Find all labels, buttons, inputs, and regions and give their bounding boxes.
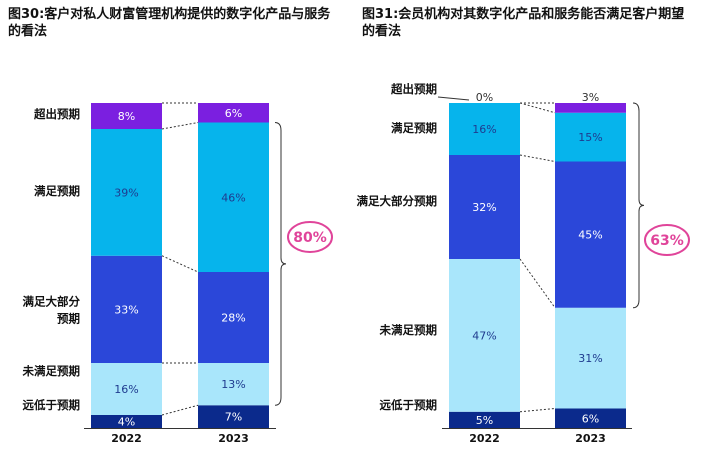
- connector-line: [519, 154, 556, 162]
- bar-segment-2023-1: [198, 363, 269, 406]
- row-label: 满足预期: [391, 121, 437, 135]
- bar-segment-2022-2: [449, 155, 520, 259]
- row-label: 超出预期: [33, 107, 80, 121]
- row-label: 预期: [57, 311, 80, 325]
- segment-label: 45%: [578, 229, 602, 242]
- bar-segment-2023-2: [198, 272, 269, 363]
- bar-segment-2023-0: [198, 405, 269, 428]
- row-label: 远低于预期: [380, 398, 438, 412]
- connector-line: [161, 404, 199, 416]
- bar-segment-2023-0: [555, 408, 626, 428]
- segment-label: 4%: [118, 416, 135, 429]
- segment-label: 8%: [118, 110, 135, 123]
- bar-segment-2022-0: [91, 415, 162, 428]
- segment-label: 7%: [225, 411, 242, 424]
- chart-title-fig31: 图31:会员机构对其数字化产品和服务能否满足客户期望的看法: [362, 7, 685, 39]
- segment-label: 31%: [578, 352, 602, 365]
- callout-value: 63%: [650, 233, 684, 249]
- bar-segment-2023-4: [555, 103, 626, 113]
- row-label: 未满足预期: [379, 323, 438, 337]
- leader-line: [437, 96, 470, 101]
- x-tick-label-2022: 2022: [111, 432, 142, 445]
- x-tick-label-2022: 2022: [469, 432, 500, 445]
- segment-label: 5%: [476, 414, 493, 427]
- brace-bracket: [632, 102, 645, 309]
- bar-segment-2023-3: [555, 112, 626, 162]
- segment-label: 33%: [114, 303, 138, 316]
- segment-label: 32%: [472, 201, 496, 214]
- bar-segment-2023-4: [198, 103, 269, 123]
- bar-segment-2022-2: [91, 255, 162, 363]
- callout-badge: [287, 221, 333, 253]
- bar-segment-2022-0: [449, 411, 520, 428]
- connector-line: [519, 408, 556, 413]
- segment-label: 16%: [472, 123, 496, 136]
- connector-line: [161, 255, 199, 273]
- segment-label: 28%: [221, 312, 245, 325]
- row-label: 满足预期: [34, 184, 80, 198]
- row-label: 超出预期: [390, 82, 437, 96]
- callout-value: 80%: [293, 230, 327, 246]
- chart-title-fig30: 图30:客户对私人财富管理机构提供的数字化产品与服务的看法: [8, 7, 331, 39]
- segment-label: 13%: [221, 378, 245, 391]
- x-tick-label-2023: 2023: [218, 432, 249, 445]
- bar-segment-2022-1: [91, 363, 162, 415]
- segment-label: 39%: [114, 186, 138, 199]
- segment-label: 46%: [221, 191, 245, 204]
- row-label: 未满足预期: [22, 364, 81, 378]
- row-label: 满足大部分预期: [357, 194, 438, 208]
- row-label: 远低于预期: [23, 398, 81, 412]
- callout-badge: [644, 224, 690, 256]
- connector-line: [161, 122, 199, 130]
- brace-bracket: [274, 122, 287, 406]
- segment-label: 6%: [225, 107, 242, 120]
- segment-label: 15%: [578, 131, 602, 144]
- x-tick-label-2023: 2023: [575, 432, 606, 445]
- connector-line: [519, 258, 556, 309]
- segment-label: 47%: [472, 329, 496, 342]
- bar-segment-2022-1: [449, 259, 520, 412]
- segment-label: 16%: [114, 383, 138, 396]
- segment-label: 0%: [476, 91, 493, 104]
- segment-label: 3%: [582, 91, 599, 104]
- bar-segment-2022-3: [91, 129, 162, 256]
- row-label: 满足大部分: [23, 294, 81, 308]
- connector-line: [519, 102, 556, 114]
- segment-label: 6%: [582, 412, 599, 425]
- bar-segment-2023-3: [198, 122, 269, 272]
- bar-segment-2022-4: [91, 103, 162, 129]
- bar-segment-2022-3: [449, 103, 520, 155]
- bar-segment-2023-1: [555, 307, 626, 409]
- bar-segment-2023-2: [555, 161, 626, 308]
